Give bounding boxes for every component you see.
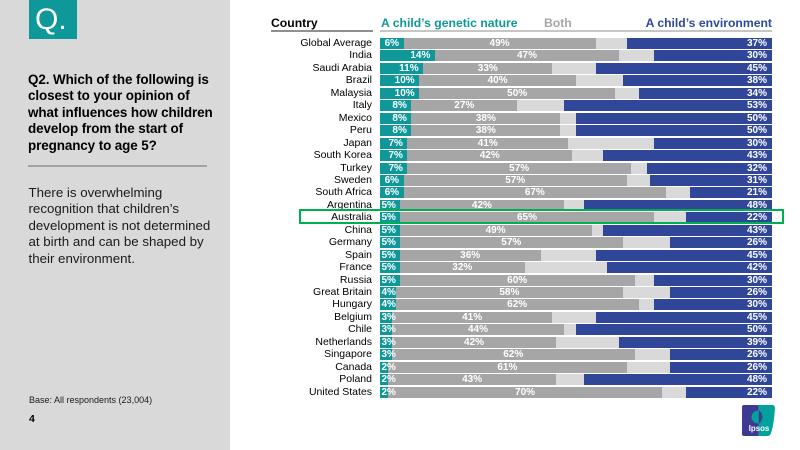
svg-text:Ipsos: Ipsos bbox=[748, 423, 769, 432]
